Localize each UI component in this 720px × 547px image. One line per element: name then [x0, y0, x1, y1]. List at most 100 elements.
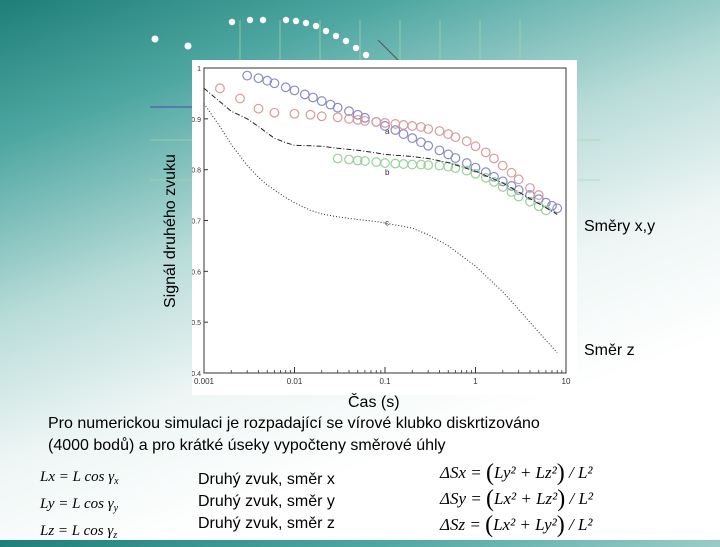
series-1-point	[305, 109, 316, 120]
curve-annotation: c	[385, 219, 389, 228]
delta-equation-y: ΔSy = (Lx² + Lz²) / L²	[440, 486, 594, 512]
x-tick-label: 10	[562, 377, 571, 386]
delta-equation-z: ΔSz = (Lx² + Ly²) / L²	[440, 512, 593, 538]
series-0-point	[344, 106, 354, 117]
y-tick-label: 0.5	[192, 320, 201, 327]
series-0-point	[450, 153, 461, 163]
x-tick-label: 1	[473, 377, 478, 386]
legend-line-y: Druhý zvuk, směr y	[198, 493, 335, 510]
series-0-point	[262, 75, 273, 86]
series-2-point	[332, 153, 343, 164]
series-0-point	[332, 102, 343, 113]
y-axis-label: Signál druhého zvuku	[162, 154, 179, 308]
series-0-point	[434, 145, 445, 156]
curve-annotation: b	[385, 168, 390, 177]
series-2-point	[525, 196, 535, 207]
series-1-point	[450, 132, 461, 143]
series-0-point	[242, 70, 253, 81]
series-0-point	[461, 158, 472, 168]
description: Pro numerickou simulaci je rozpadající s…	[48, 413, 668, 457]
series-0-point	[253, 73, 264, 84]
series-1-point	[316, 111, 327, 122]
series-1-point	[253, 103, 264, 114]
description-line-1: Pro numerickou simulaci je rozpadající s…	[48, 415, 540, 432]
series-1-point	[380, 118, 390, 128]
series-1-point	[434, 126, 445, 136]
series-2-point	[416, 159, 426, 170]
series-2-point	[450, 163, 461, 174]
equation-lz: Lz = L cos γz	[40, 523, 118, 541]
sound-legend: Druhý zvuk, směr x Druhý zvuk, směr y Dr…	[198, 469, 335, 535]
series-1-point	[470, 141, 481, 152]
equation-ly: Ly = L cos γy	[40, 496, 119, 514]
series-1-point	[461, 136, 472, 147]
y-tick-label: 1	[197, 66, 201, 73]
x-axis-label: Čas (s)	[348, 394, 400, 411]
series-1-point	[235, 93, 245, 104]
series-0-point	[280, 82, 291, 93]
x-tick-label: 0.1	[379, 377, 391, 386]
series-2-point	[470, 168, 481, 179]
series-2-point	[360, 156, 370, 166]
series-1-point	[352, 114, 363, 125]
series-0-point	[489, 171, 499, 182]
legend-line-z: Druhý zvuk, směr z	[198, 515, 335, 532]
series-1-point	[416, 122, 426, 132]
series-2-point	[497, 182, 508, 192]
series-1-point	[480, 147, 491, 158]
series-1-point	[289, 108, 300, 119]
series-2-point	[380, 158, 390, 168]
series-0-point	[407, 133, 418, 144]
series-1-point	[390, 119, 401, 129]
series-1-point	[506, 167, 517, 178]
series-0-point	[316, 96, 327, 106]
series-2-point	[407, 159, 418, 170]
series-1-point	[398, 120, 409, 130]
chart-plot: 0.4 0.5 0.6 0.7 0.8 0.9 1 0.001 0.01 0.1 1 10 a b c	[192, 66, 571, 386]
series-1-point	[269, 107, 280, 118]
delta-equation-x: ΔSx = (Ly² + Lz²) / L²	[440, 460, 593, 486]
series-1-point	[360, 115, 370, 126]
y-tick-label: 0.9	[192, 117, 201, 124]
legend-line-x: Druhý zvuk, směr x	[198, 471, 335, 488]
y-tick-label: 0.8	[192, 168, 201, 175]
y-tick-label: 0.6	[192, 269, 201, 276]
label-direction-z: Směr z	[584, 342, 635, 359]
series-0-point	[299, 89, 310, 100]
series-1-point	[371, 116, 382, 127]
y-tick-label: 0.4	[192, 371, 201, 378]
series-2-point	[489, 176, 499, 187]
series-2-point	[461, 165, 472, 176]
series-2-point	[398, 159, 409, 169]
series-2-point	[390, 158, 401, 169]
series-4-line	[203, 103, 558, 354]
series-0-point	[308, 92, 318, 103]
description-line-2: (4000 bodů) a pro krátké úseky vypočteny…	[48, 437, 446, 454]
series-0-point	[423, 140, 434, 151]
series-0-point	[552, 203, 563, 214]
series-0-point	[398, 129, 409, 139]
label-directions-xy: Směry x,y	[584, 218, 656, 235]
series-2-point	[371, 157, 382, 167]
curve-annotation: a	[385, 127, 390, 136]
series-0-point	[269, 78, 280, 89]
series-1-point	[497, 160, 508, 171]
plot-panel	[192, 60, 577, 395]
series-1-point	[215, 83, 225, 94]
series-2-point	[541, 205, 551, 216]
series-1-point	[525, 183, 535, 193]
series-2-point	[423, 160, 434, 170]
series-0-point	[360, 112, 370, 123]
series-1-point	[533, 190, 544, 200]
series-1-point	[489, 153, 499, 164]
series-2-point	[434, 160, 445, 171]
series-2-point	[480, 172, 491, 183]
delta-equations: ΔSx = (Ly² + Lz²) / L² ΔSy = (Lx² + Lz²)…	[440, 460, 593, 538]
series-0-point	[480, 167, 491, 178]
series-2-point	[513, 191, 524, 202]
series-0-point	[470, 162, 481, 173]
equation-lx: Lx = L cos γx	[40, 469, 119, 487]
series-1-point	[513, 174, 524, 185]
x-tick-label: 0.01	[287, 377, 303, 386]
y-tick-label: 0.7	[192, 219, 201, 226]
